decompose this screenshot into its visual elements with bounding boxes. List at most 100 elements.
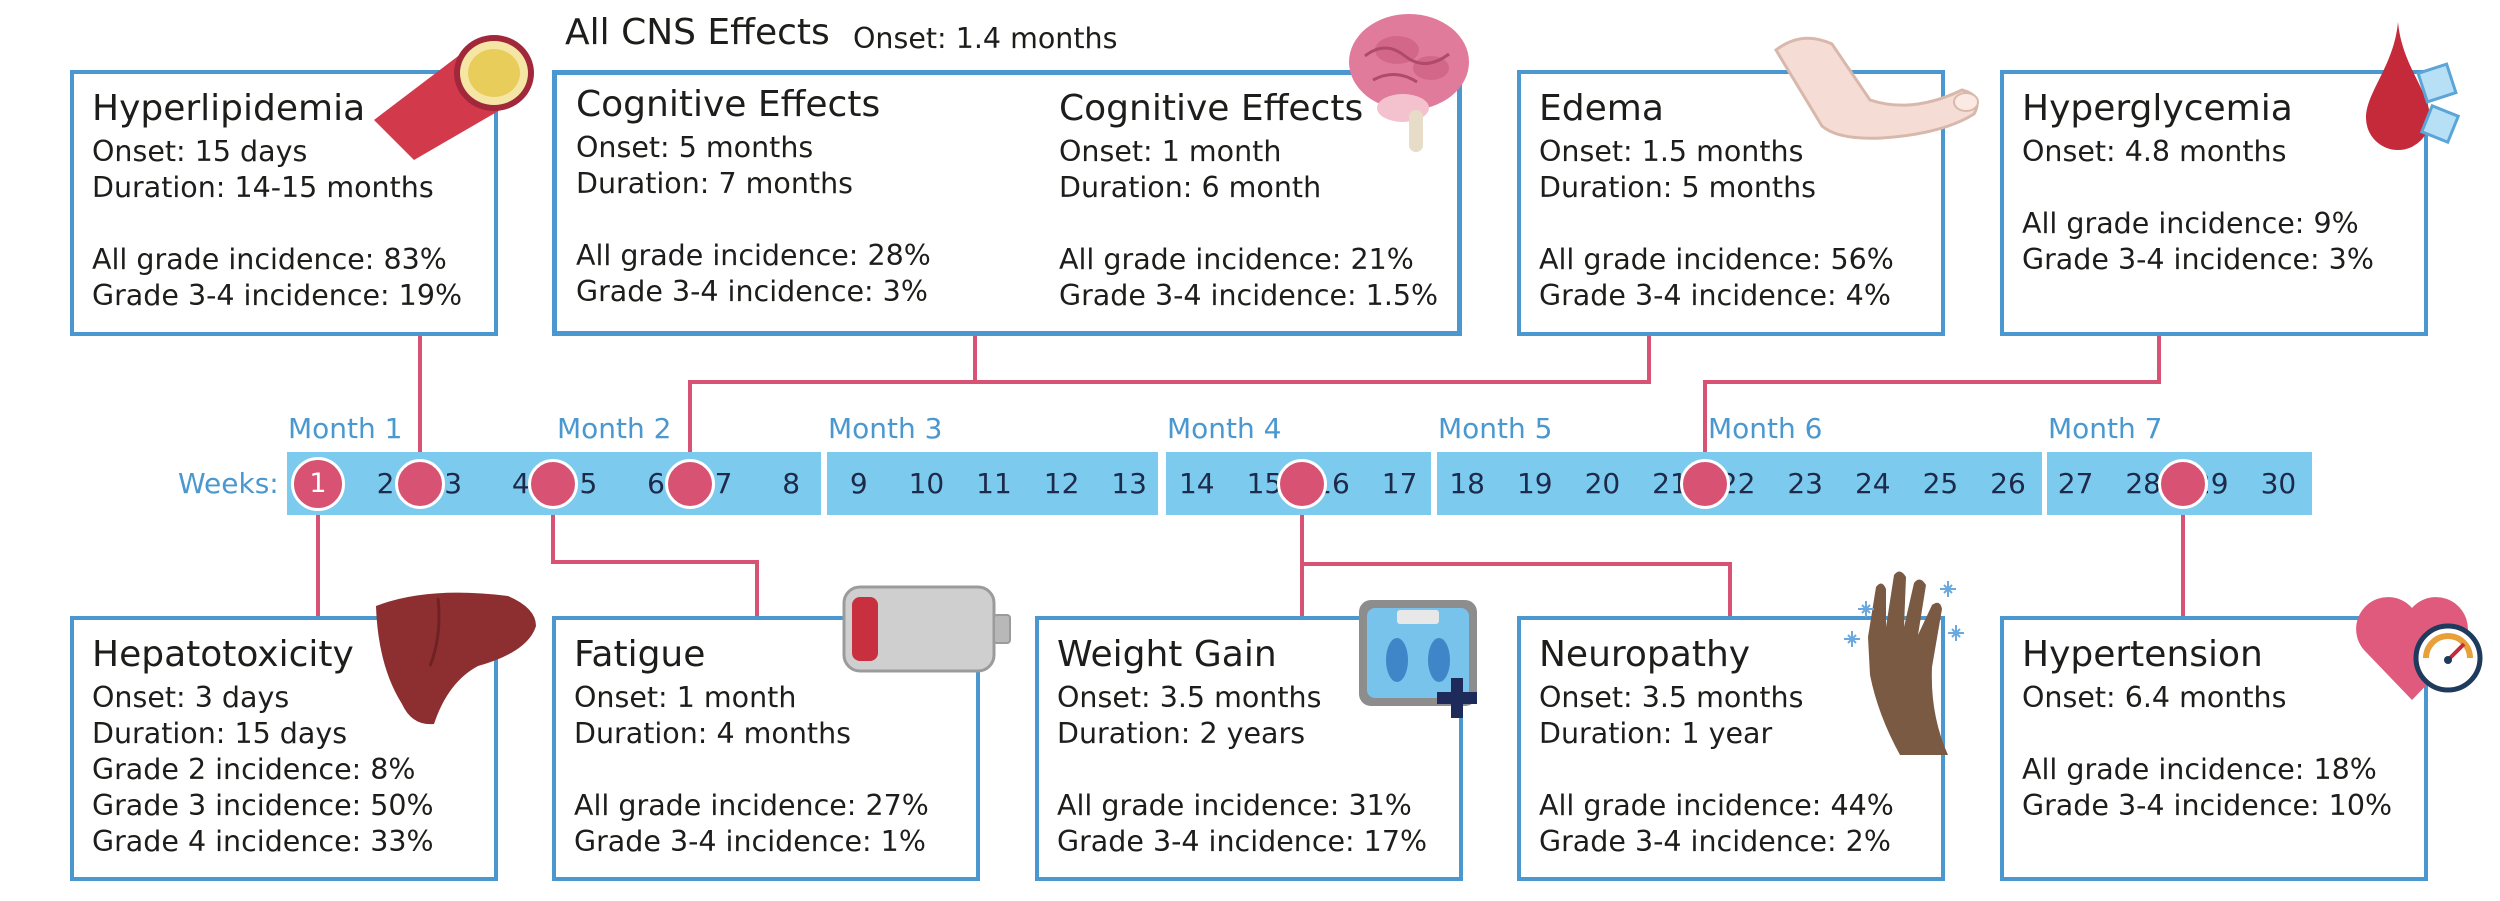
grade3-text: Grade 3 incidence: 50% bbox=[92, 789, 434, 822]
week-number: 3 bbox=[444, 467, 463, 500]
timeline-marker-hyperlipidemia bbox=[395, 459, 445, 509]
month-label: Month 6 bbox=[1708, 412, 1823, 445]
timeline-marker-hypertension bbox=[2158, 459, 2208, 509]
connector-hyperglycemia-vertical bbox=[2157, 334, 2161, 384]
connector-edema-horizontal bbox=[688, 380, 1651, 384]
connector-hyperlipidemia bbox=[418, 334, 422, 486]
grade34-text: Grade 3-4 incidence: 19% bbox=[92, 279, 463, 312]
connector-edema-vertical bbox=[1647, 334, 1651, 384]
duration-text: Duration: 1 year bbox=[1539, 717, 1773, 750]
week-number: 6 bbox=[647, 467, 665, 500]
week-number: 2 bbox=[376, 467, 395, 500]
month-label: Month 2 bbox=[557, 412, 672, 445]
grade4-text: Grade 4 incidence: 33% bbox=[92, 825, 434, 858]
weeks-label: Weeks: bbox=[178, 467, 279, 500]
timeline-marker-cns bbox=[665, 459, 715, 509]
connector-weight-neuropathy-down bbox=[1300, 484, 1304, 616]
duration-text: Duration: 15 days bbox=[92, 717, 348, 750]
brain-icon bbox=[1349, 14, 1469, 152]
grade34-text: Grade 3-4 incidence: 2% bbox=[1539, 825, 1891, 858]
duration-text: Duration: 14-15 months bbox=[92, 171, 434, 204]
grade34-text: Grade 3-4 incidence: 10% bbox=[2022, 789, 2393, 822]
grade34-text: Grade 3-4 incidence: 3% bbox=[576, 275, 928, 308]
all-grade-text: All grade incidence: 27% bbox=[574, 789, 929, 822]
timeline-marker-hyperglycemia bbox=[1680, 459, 1730, 509]
duration-text: Duration: 5 months bbox=[1539, 171, 1816, 204]
week-number: 4 bbox=[511, 467, 530, 500]
grade34-text: Grade 3-4 incidence: 1% bbox=[574, 825, 926, 858]
onset-text: Onset: 5 months bbox=[576, 131, 814, 164]
week-number: 11 bbox=[976, 467, 1012, 500]
card-title: Weight Gain bbox=[1057, 634, 1277, 675]
month-5-bar bbox=[1437, 452, 2042, 515]
grade34-text: Grade 3-4 incidence: 1.5% bbox=[1059, 279, 1439, 312]
duration-text: Duration: 6 month bbox=[1059, 171, 1322, 204]
card-title: Fatigue bbox=[574, 634, 706, 675]
onset-text: Onset: 1.5 months bbox=[1539, 135, 1804, 168]
cognitive-effects-column-2: Cognitive Effects Onset: 1 month Duratio… bbox=[1059, 84, 1438, 314]
card-title: Hyperglycemia bbox=[2022, 88, 2293, 129]
month-label: Month 7 bbox=[2048, 412, 2163, 445]
month-label: Month 1 bbox=[288, 412, 403, 445]
card-hyperglycemia: Hyperglycemia Onset: 4.8 months All grad… bbox=[2000, 70, 2428, 336]
liver-icon bbox=[376, 592, 536, 725]
week-number: 18 bbox=[1449, 467, 1485, 500]
grade2-text: Grade 2 incidence: 8% bbox=[92, 753, 416, 786]
duration-text: Duration: 7 months bbox=[576, 167, 853, 200]
connector-neuropathy-horizontal bbox=[1300, 562, 1732, 566]
week-number: 17 bbox=[1381, 467, 1418, 500]
week-number: 23 bbox=[1787, 467, 1823, 500]
all-grade-text: All grade incidence: 18% bbox=[2022, 753, 2377, 786]
all-grade-text: All grade incidence: 44% bbox=[1539, 789, 1894, 822]
all-grade-text: All grade incidence: 28% bbox=[576, 239, 931, 272]
week-number: 28 bbox=[2125, 467, 2161, 500]
connector-fatigue-drop bbox=[755, 560, 759, 616]
low-battery-icon bbox=[842, 585, 1011, 673]
heart-gauge-icon bbox=[2356, 597, 2483, 700]
connector-hypertension bbox=[2181, 484, 2185, 616]
month-label: Month 4 bbox=[1167, 412, 1282, 445]
onset-text: Onset: 3 days bbox=[92, 681, 290, 714]
week-number: 10 bbox=[908, 467, 945, 500]
timeline-marker-week-1: 1 bbox=[291, 457, 345, 511]
connector-neuropathy-drop bbox=[1728, 562, 1732, 616]
week-number: 8 bbox=[782, 467, 801, 500]
all-grade-text: All grade incidence: 56% bbox=[1539, 243, 1894, 276]
card-title: Hypertension bbox=[2022, 634, 2263, 675]
week-number: 27 bbox=[2057, 467, 2094, 500]
connector-cns-vertical bbox=[973, 334, 977, 384]
onset-text: Onset: 3.5 months bbox=[1539, 681, 1804, 714]
card-hypertension: Hypertension Onset: 6.4 months All grade… bbox=[2000, 616, 2428, 881]
all-grade-text: All grade incidence: 9% bbox=[2022, 207, 2359, 240]
blood-drop-sugar-icon bbox=[2366, 22, 2461, 150]
week-number: 7 bbox=[714, 467, 733, 500]
foot-icon bbox=[1774, 36, 1979, 140]
week-number: 26 bbox=[1990, 467, 2026, 500]
grade34-text: Grade 3-4 incidence: 17% bbox=[1057, 825, 1428, 858]
card-title: Cognitive Effects bbox=[576, 84, 881, 125]
connector-hyperglycemia-horizontal bbox=[1703, 380, 2161, 384]
card-hyperlipidemia: Hyperlipidemia Onset: 15 days Duration: … bbox=[70, 70, 498, 336]
week-number: 30 bbox=[2260, 467, 2297, 500]
all-grade-text: All grade incidence: 21% bbox=[1059, 243, 1414, 276]
onset-text: Onset: 1 month bbox=[1059, 135, 1282, 168]
onset-text: Onset: 1 month bbox=[574, 681, 797, 714]
week-number: 13 bbox=[1111, 467, 1147, 500]
week-number: 14 bbox=[1178, 467, 1215, 500]
grade34-text: Grade 3-4 incidence: 3% bbox=[2022, 243, 2374, 276]
cns-effects-onset: Onset: 1.4 months bbox=[853, 22, 1118, 55]
card-title: Hyperlipidemia bbox=[92, 88, 366, 129]
card-title: Neuropathy bbox=[1539, 634, 1751, 675]
month-label: Month 3 bbox=[828, 412, 943, 445]
card-cognitive-effects-group: Cognitive Effects Onset: 5 months Durati… bbox=[552, 70, 1462, 336]
connector-hepatotoxicity bbox=[316, 484, 320, 616]
connector-fatigue-horizontal bbox=[551, 560, 759, 564]
month-label: Month 5 bbox=[1438, 412, 1553, 445]
timeline-marker-fatigue bbox=[528, 459, 578, 509]
onset-text: Onset: 4.8 months bbox=[2022, 135, 2287, 168]
duration-text: Duration: 2 years bbox=[1057, 717, 1306, 750]
all-grade-text: All grade incidence: 31% bbox=[1057, 789, 1412, 822]
week-number: 5 bbox=[579, 467, 598, 500]
card-title: Edema bbox=[1539, 88, 1664, 129]
month-3-bar bbox=[827, 452, 1158, 515]
